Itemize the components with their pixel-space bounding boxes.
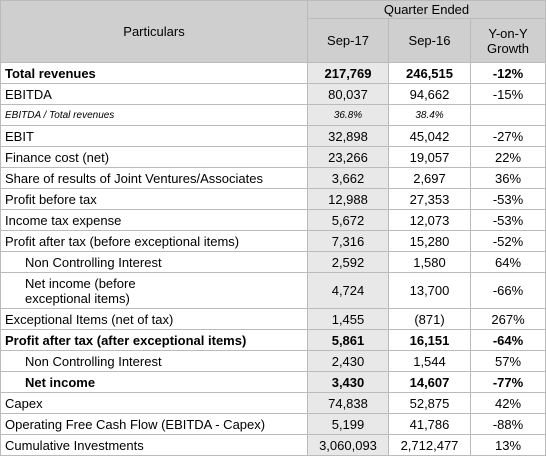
row-label: Profit before tax	[0, 188, 308, 210]
value-cell: 45,042	[388, 125, 471, 147]
value-cell: 1,455	[307, 308, 389, 330]
table-row: EBITDA 80,037 94,662 -15%	[0, 83, 546, 105]
value-cell: 7,316	[307, 230, 389, 252]
value-cell: -15%	[469, 83, 546, 105]
table-row: Profit after tax (after exceptional item…	[0, 329, 546, 351]
value-cell: 13%	[469, 434, 546, 456]
value-cell: 12,988	[307, 188, 389, 210]
row-label: Non Controlling Interest	[0, 350, 308, 372]
table-row: Cumulative Investments 3,060,093 2,712,477…	[0, 434, 546, 456]
header-cell: Y-on-Y Growth	[469, 18, 546, 63]
header-cell: Particulars	[0, 0, 308, 63]
table-row: Operating Free Cash Flow (EBITDA - Capex…	[0, 413, 546, 435]
value-cell: 3,430	[307, 371, 389, 393]
table-row: Non Controlling Interest 2,430 1,544 57%	[0, 350, 546, 372]
value-cell: 3,060,093	[307, 434, 389, 456]
value-cell: 5,861	[307, 329, 389, 351]
value-cell: -27%	[469, 125, 546, 147]
value-cell: 19,057	[388, 146, 471, 168]
table-row: Profit before tax 12,988 27,353 -53%	[0, 188, 546, 210]
value-cell: -12%	[469, 62, 546, 84]
row-label: Share of results of Joint Ventures/Assoc…	[0, 167, 308, 189]
row-label: Capex	[0, 392, 308, 414]
table-row: Net income (before exceptional items) 4,7…	[0, 272, 546, 309]
header-cell: Sep-16	[388, 18, 471, 63]
table-body: Total revenues 217,769 246,515 -12% EBITDA 80…	[0, 62, 546, 456]
row-label-text: Net income (before exceptional items)	[25, 275, 136, 306]
table-row: Capex 74,838 52,875 42%	[0, 392, 546, 414]
value-cell: 5,672	[307, 209, 389, 231]
value-cell: 15,280	[388, 230, 471, 252]
value-cell: 2,592	[307, 251, 389, 273]
value-cell: 267%	[469, 308, 546, 330]
row-label: Exceptional Items (net of tax)	[0, 308, 308, 330]
value-cell: 1,580	[388, 251, 471, 273]
table-row: Profit after tax (before exceptional ite…	[0, 230, 546, 252]
value-cell: 14,607	[388, 371, 471, 393]
row-label: Income tax expense	[0, 209, 308, 231]
value-cell: 3,662	[307, 167, 389, 189]
table-row: Total revenues 217,769 246,515 -12%	[0, 62, 546, 84]
value-cell: 94,662	[388, 83, 471, 105]
value-cell: 1,544	[388, 350, 471, 372]
value-cell: 4,724	[307, 272, 389, 309]
value-cell: -52%	[469, 230, 546, 252]
value-cell: -53%	[469, 188, 546, 210]
row-label: Net income	[0, 371, 308, 393]
value-cell: 2,712,477	[388, 434, 471, 456]
value-cell: 36.8%	[307, 104, 389, 126]
value-cell: 32,898	[307, 125, 389, 147]
header-cell: Sep-17	[307, 18, 389, 63]
value-cell: 41,786	[388, 413, 471, 435]
value-cell: 52,875	[388, 392, 471, 414]
value-cell: 27,353	[388, 188, 471, 210]
table-row: EBITDA / Total revenues 36.8% 38.4%	[0, 104, 546, 126]
value-cell: 13,700	[388, 272, 471, 309]
row-label: Operating Free Cash Flow (EBITDA - Capex…	[0, 413, 308, 435]
value-cell: (871)	[388, 308, 471, 330]
row-label: Finance cost (net)	[0, 146, 308, 168]
value-cell: 217,769	[307, 62, 389, 84]
row-label: Profit after tax (before exceptional ite…	[0, 230, 308, 252]
value-cell: 22%	[469, 146, 546, 168]
value-cell: 2,430	[307, 350, 389, 372]
table-row: Non Controlling Interest 2,592 1,580 64%	[0, 251, 546, 273]
value-cell: 2,697	[388, 167, 471, 189]
header-cell: Quarter Ended	[306, 0, 546, 19]
row-label: EBITDA	[0, 83, 308, 105]
value-cell	[469, 104, 546, 126]
value-cell: -88%	[469, 413, 546, 435]
value-cell: 42%	[469, 392, 546, 414]
row-label: Non Controlling Interest	[0, 251, 308, 273]
value-cell: 64%	[469, 251, 546, 273]
row-label: Profit after tax (after exceptional item…	[0, 329, 308, 351]
value-cell: 246,515	[388, 62, 471, 84]
row-label: EBITDA / Total revenues	[0, 104, 308, 126]
row-label: Net income (before exceptional items)	[0, 272, 308, 309]
value-cell: 74,838	[307, 392, 389, 414]
table-row: Income tax expense 5,672 12,073 -53%	[0, 209, 546, 231]
row-label: EBIT	[0, 125, 308, 147]
value-cell: 16,151	[388, 329, 471, 351]
value-cell: 38.4%	[388, 104, 471, 126]
value-cell: 12,073	[388, 209, 471, 231]
value-cell: 36%	[469, 167, 546, 189]
value-cell: 57%	[469, 350, 546, 372]
value-cell: -64%	[469, 329, 546, 351]
table-row: Exceptional Items (net of tax) 1,455 (871)…	[0, 308, 546, 330]
table-row: Finance cost (net) 23,266 19,057 22%	[0, 146, 546, 168]
value-cell: -66%	[469, 272, 546, 309]
table-row: EBIT 32,898 45,042 -27%	[0, 125, 546, 147]
value-cell: -53%	[469, 209, 546, 231]
value-cell: -77%	[469, 371, 546, 393]
value-cell: 23,266	[307, 146, 389, 168]
row-label: Total revenues	[0, 62, 308, 84]
value-cell: 5,199	[307, 413, 389, 435]
row-label: Cumulative Investments	[0, 434, 308, 456]
value-cell: 80,037	[307, 83, 389, 105]
table-row: Net income 3,430 14,607 -77%	[0, 371, 546, 393]
table-row: Share of results of Joint Ventures/Assoc…	[0, 167, 546, 189]
